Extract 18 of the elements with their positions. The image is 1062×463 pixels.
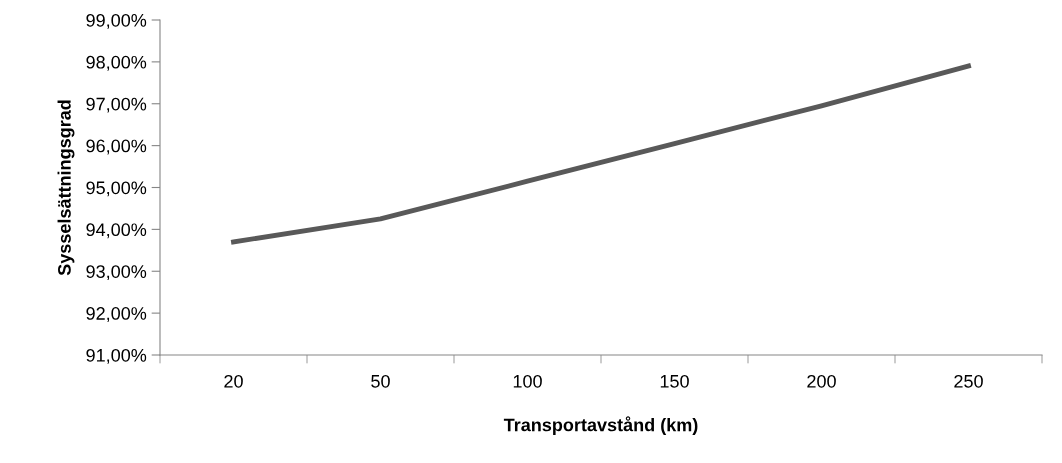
x-axis-title: Transportavstånd (km)	[503, 416, 698, 435]
y-axis-title: Sysselsättningsgrad	[57, 100, 75, 276]
x-tick-label: 100	[513, 374, 542, 388]
y-tick-label: 92,00%	[86, 307, 147, 322]
y-tick-label: 98,00%	[86, 55, 147, 71]
y-tick-label: 93,00%	[86, 265, 147, 281]
y-tick-label: 91,00%	[86, 348, 147, 364]
y-tick-label: 96,00%	[86, 139, 147, 155]
x-tick-label: 200	[807, 374, 836, 388]
x-tick-label: 20	[224, 374, 243, 388]
x-tick-label: 50	[371, 374, 390, 388]
x-tick-label: 250	[954, 374, 983, 388]
line-series	[231, 63, 971, 245]
y-tick-label: 99,00%	[86, 13, 147, 29]
y-tick-label: 97,00%	[86, 97, 147, 113]
x-tick-label: 150	[660, 374, 689, 388]
y-tick-label: 95,00%	[86, 181, 147, 197]
y-tick-label: 94,00%	[86, 223, 147, 239]
